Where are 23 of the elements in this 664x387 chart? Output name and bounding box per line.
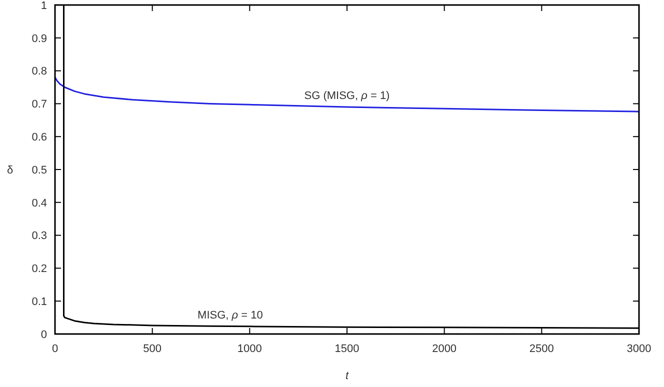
y-tick-label: 0.2 [32, 263, 47, 276]
x-tick-label: 1000 [237, 343, 262, 355]
y-tick-label: 0.1 [32, 296, 47, 308]
line-series [54, 76, 640, 112]
y-tick-label: 0.5 [32, 164, 47, 176]
x-tick-label: 2500 [529, 343, 554, 355]
y-tick-label: 0.8 [32, 66, 47, 78]
y-tick-label: 0.9 [32, 32, 47, 45]
y-tick-label: 0.4 [32, 197, 47, 210]
x-tick-label: 3000 [626, 343, 652, 355]
x-tick-label: 0 [52, 343, 58, 355]
y-tick-label: 0.7 [32, 98, 47, 111]
x-axis-title: t [345, 370, 350, 382]
x-tick-label: 500 [143, 343, 162, 355]
y-tick-label: 1 [40, 0, 47, 12]
x-tick-label: 2000 [432, 343, 457, 355]
series-label: SG (MISG, ρ = 1) [304, 90, 390, 102]
y-axis-title: δ [6, 164, 14, 176]
y-tick-label: 0 [40, 328, 47, 341]
y-tick-label: 0.6 [32, 131, 47, 144]
x-tick-label: 1500 [334, 343, 360, 355]
y-tick-label: 0.3 [32, 230, 47, 242]
series-label: MISG, ρ = 10 [198, 309, 263, 322]
